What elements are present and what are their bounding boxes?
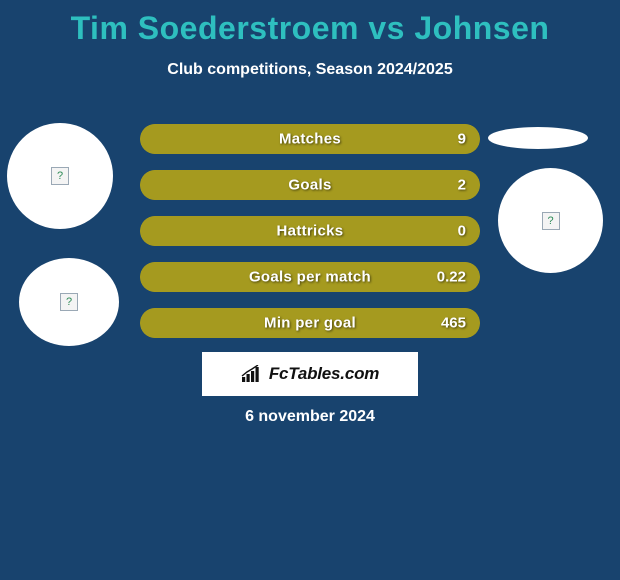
decorative-ellipse	[488, 127, 588, 149]
stat-label: Goals per match	[140, 269, 480, 286]
stat-row: Goals2	[140, 170, 480, 200]
date-stamp: 6 november 2024	[0, 408, 620, 426]
stat-row: Goals per match0.22	[140, 262, 480, 292]
avatar-left-bottom: ?	[19, 258, 119, 346]
stat-value: 2	[458, 177, 466, 194]
placeholder-image-icon: ?	[60, 293, 78, 311]
avatar-right: ?	[498, 168, 603, 273]
subtitle: Club competitions, Season 2024/2025	[0, 61, 620, 79]
stat-value: 0.22	[437, 269, 466, 286]
stat-value: 9	[458, 131, 466, 148]
stat-row: Min per goal465	[140, 308, 480, 338]
stat-row: Hattricks0	[140, 216, 480, 246]
page-title: Tim Soederstroem vs Johnsen	[0, 0, 620, 47]
avatar-left-top: ?	[7, 123, 113, 229]
stat-label: Matches	[140, 131, 480, 148]
stat-label: Min per goal	[140, 315, 480, 332]
stat-value: 0	[458, 223, 466, 240]
stat-row: Matches9	[140, 124, 480, 154]
brand-text: FcTables.com	[269, 364, 379, 384]
stat-label: Goals	[140, 177, 480, 194]
stat-label: Hattricks	[140, 223, 480, 240]
brand-badge: FcTables.com	[202, 352, 418, 396]
stat-value: 465	[441, 315, 466, 332]
stats-bars: Matches9Goals2Hattricks0Goals per match0…	[140, 124, 480, 354]
placeholder-image-icon: ?	[51, 167, 69, 185]
placeholder-image-icon: ?	[542, 212, 560, 230]
brand-chart-icon	[241, 365, 263, 383]
